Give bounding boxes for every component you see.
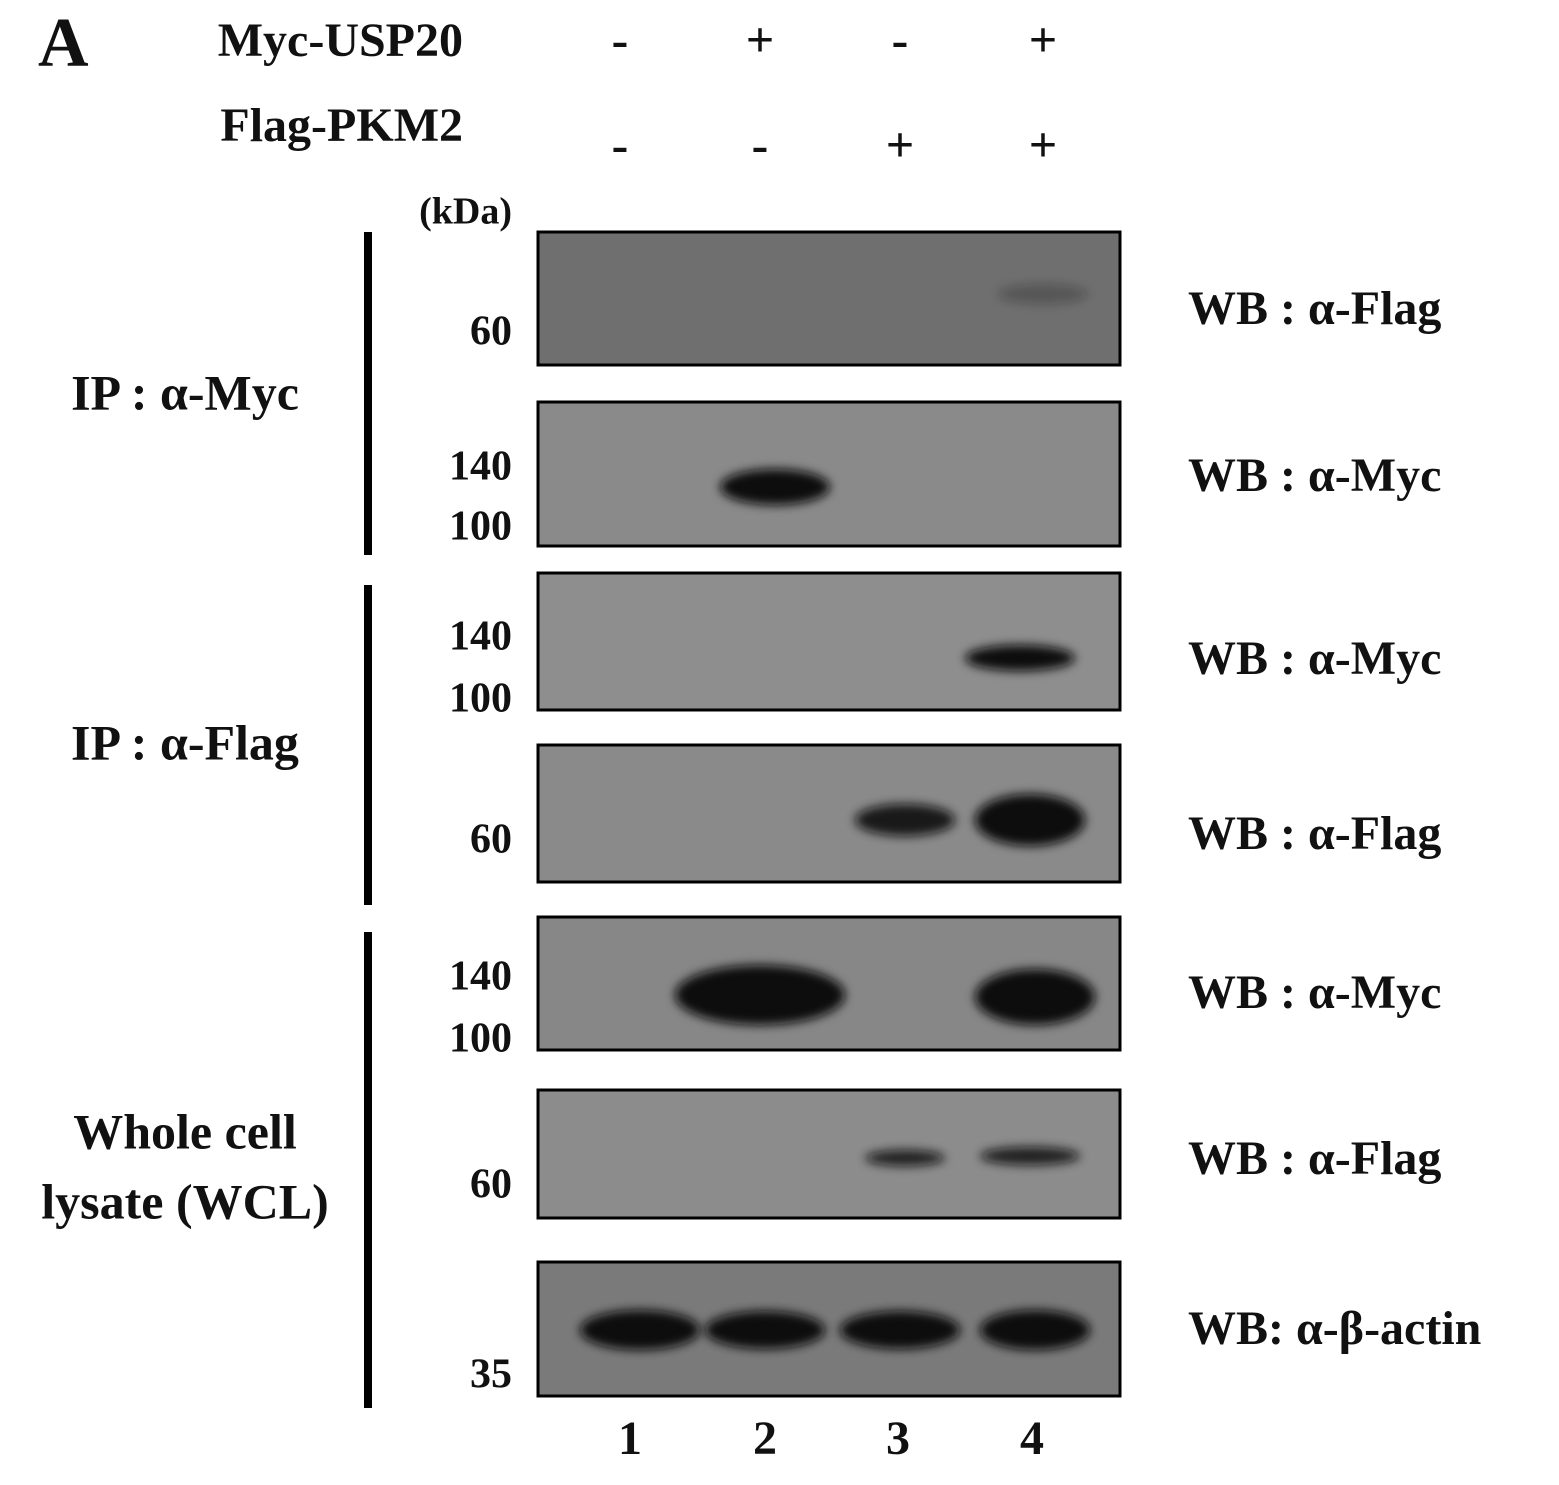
condition-sign: + [1029, 116, 1058, 172]
marker-label: 60 [470, 1162, 512, 1208]
condition-label: Flag-PKM2 [220, 99, 463, 152]
antibody-label: WB: α-β-actin [1188, 1302, 1481, 1355]
blot [536, 571, 1122, 712]
lane-number: 2 [753, 1412, 777, 1465]
lane-number: 3 [886, 1412, 910, 1465]
antibody-label: WB : α-Myc [1188, 449, 1441, 502]
condition-label: Myc-USP20 [218, 14, 463, 67]
band [965, 645, 1075, 671]
marker-label: 100 [449, 504, 512, 550]
band [865, 1150, 945, 1166]
condition-sign: - [612, 11, 629, 67]
condition-sign: + [886, 116, 915, 172]
kda-label: (kDa) [419, 191, 512, 233]
group-label: IP : α-Myc [71, 364, 299, 420]
panel-label: A [38, 5, 89, 82]
group-label: lysate (WCL) [41, 1173, 328, 1229]
band [980, 1310, 1090, 1350]
group-label: IP : α-Flag [71, 714, 299, 770]
marker-label: 140 [449, 444, 512, 490]
lane-number: 4 [1020, 1412, 1044, 1465]
lane-number: 1 [618, 1412, 642, 1465]
condition-sign: + [1029, 11, 1058, 67]
marker-label: 100 [449, 676, 512, 722]
condition-sign: - [892, 11, 909, 67]
band [675, 965, 845, 1025]
antibody-label: WB : α-Myc [1188, 632, 1441, 685]
band [580, 1310, 700, 1350]
band [855, 804, 955, 836]
condition-sign: - [752, 116, 769, 172]
condition-sign: - [612, 116, 629, 172]
marker-label: 140 [449, 614, 512, 660]
band [975, 969, 1095, 1025]
antibody-label: WB : α-Flag [1188, 1132, 1441, 1185]
band [720, 469, 830, 505]
antibody-label: WB : α-Myc [1188, 966, 1441, 1019]
group-label: Whole cell [73, 1103, 297, 1159]
band [975, 794, 1085, 846]
band [998, 284, 1088, 304]
marker-label: 35 [470, 1352, 512, 1398]
band [840, 1311, 960, 1349]
marker-label: 140 [449, 954, 512, 1000]
marker-label: 100 [449, 1016, 512, 1062]
marker-label: 60 [470, 817, 512, 863]
marker-label: 60 [470, 309, 512, 355]
blot [536, 400, 1122, 548]
condition-sign: + [746, 11, 775, 67]
antibody-label: WB : α-Flag [1188, 282, 1441, 335]
band [980, 1147, 1080, 1165]
band [705, 1311, 825, 1349]
antibody-label: WB : α-Flag [1188, 807, 1441, 860]
